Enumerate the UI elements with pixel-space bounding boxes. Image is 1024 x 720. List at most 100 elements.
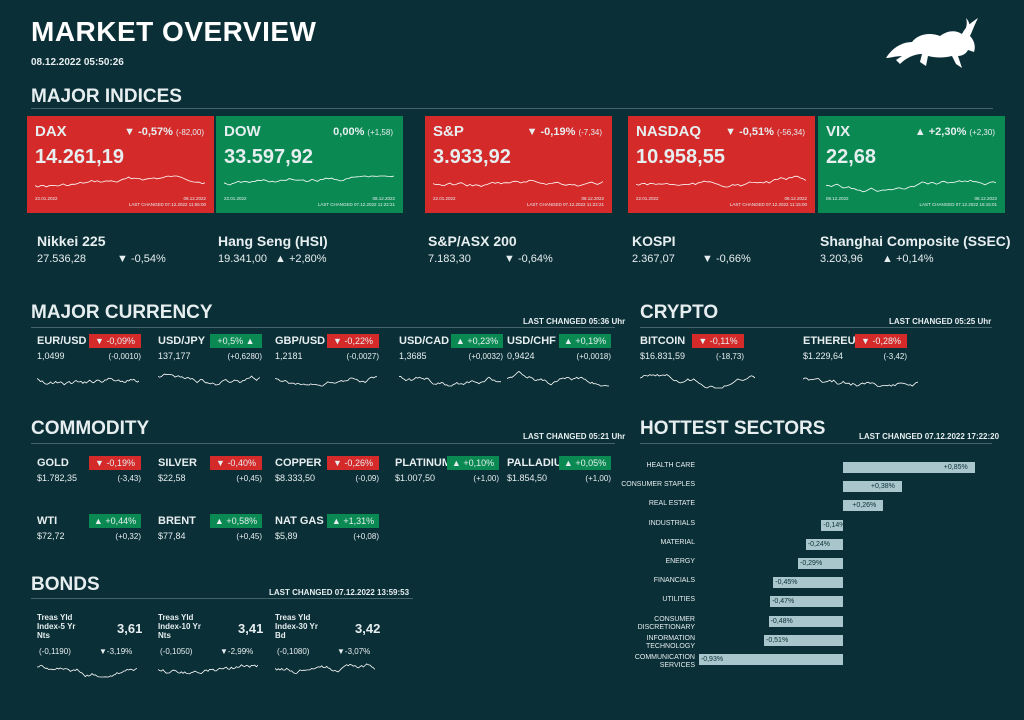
sparkline [275, 376, 377, 387]
bonds-last-changed: LAST CHANGED 07.12.2022 13:59:53 [269, 588, 410, 597]
sector-label: COMMUNICATION SERVICES [634, 654, 695, 669]
index-card-vix[interactable]: VIX ▲ +2,30% (+2,30) 22,68 08.12.2022 08.12.… [818, 116, 1005, 213]
index-change-pct: -0,57% [138, 126, 173, 138]
index-change-abs: (-7,34) [578, 128, 602, 137]
crypto-tile-bitcoin[interactable]: BITCOIN ▼ -0,11% $16.831,59 (-18,73) [640, 334, 755, 395]
bond-pct: ▼-3,19% [99, 647, 133, 656]
commodity-change-badge: ▼ -0,19% [89, 456, 141, 470]
crypto-sparkline [640, 374, 755, 389]
sector-value: -0,51% [766, 636, 789, 644]
sector-bar [768, 615, 843, 627]
currency-tile-usd-cad[interactable]: USD/CAD ▲ +0,23% 1,3685 (+0,0032) [399, 334, 514, 395]
index-last-changed: LAST CHANGED 07.12.2022 15:15:01 [919, 202, 997, 207]
world-index-change: ▲ +0,14% [882, 253, 934, 265]
index-card-dow[interactable]: DOW 0,00% (+1,58) 33.597,92 22.01.2022 08.1… [216, 116, 403, 213]
currency-diff: (-0,0027) [346, 352, 379, 361]
currency-tile-gbp-usd[interactable]: GBP/USD ▼ -0,22% 1,2181 (-0,0027) [275, 334, 390, 395]
index-name: VIX [826, 123, 851, 140]
sparkline [803, 377, 918, 388]
divider [31, 598, 413, 599]
divider [31, 327, 615, 328]
index-end-date: 08.12.2022 [183, 196, 206, 201]
commodity-tile-wti[interactable]: WTI ▲ +0,44% $72,72 (+0,32) [37, 514, 152, 575]
world-index-change: ▼ -0,54% [117, 253, 166, 265]
index-start-date: 22.01.2022 [224, 196, 247, 201]
sparkline [399, 375, 501, 387]
crypto-heading: CRYPTO [640, 302, 719, 323]
sparkline [37, 377, 139, 386]
index-card-nasdaq[interactable]: NASDAQ ▼ -0,51% (-56,34) 10.958,55 22.01.20… [628, 116, 815, 213]
currency-change-badge: ▲ +0,23% [451, 334, 503, 348]
crypto-value: $16.831,59 [640, 351, 686, 361]
bond-pct: ▼-2,99% [220, 647, 254, 656]
currency-sparkline [507, 370, 609, 387]
major-currency-heading: MAJOR CURRENCY [31, 302, 213, 323]
commodity-tile-silver[interactable]: SILVER ▼ -0,40% $22,58 (+0,45) [158, 456, 273, 517]
currency-last-changed: LAST CHANGED 05:36 Uhr [523, 317, 626, 326]
commodity-name: NAT GAS [275, 515, 324, 527]
major-indices-heading: MAJOR INDICES [31, 86, 182, 107]
crypto-change-badge: ▼ -0,28% [855, 334, 907, 348]
world-index-value: 7.183,30 [428, 253, 471, 265]
index-change: ▼ -0,51% (-56,34) [725, 126, 805, 138]
index-sparkline [35, 175, 205, 188]
currency-sparkline [275, 376, 377, 387]
divider [31, 443, 615, 444]
commodity-tile-palladium[interactable]: PALLADIUM ▲ +0,05% $1.854,50 (+1,00) [507, 456, 622, 517]
commodity-diff: (+0,32) [115, 532, 141, 541]
index-name: NASDAQ [636, 123, 702, 140]
commodity-name: BRENT [158, 515, 196, 527]
currency-value: 1,0499 [37, 351, 65, 361]
currency-tile-eur-usd[interactable]: EUR/USD ▼ -0,09% 1,0499 (-0,0010) [37, 334, 152, 395]
index-start-date: 22.01.2022 [636, 196, 659, 201]
bond-value: 3,42 [355, 621, 381, 636]
sector-label: CONSUMER STAPLES [621, 481, 695, 489]
bond-pct: ▼-3,07% [337, 647, 371, 656]
currency-tile-usd-chf[interactable]: USD/CHF ▲ +0,19% 0,9424 (+0,0018) [507, 334, 622, 395]
crypto-name: BITCOIN [640, 335, 686, 347]
index-card-sp[interactable]: S&P ▼ -0,19% (-7,34) 3.933,92 22.01.2022 08.… [425, 116, 612, 213]
commodity-tile-brent[interactable]: BRENT ▲ +0,58% $77,84 (+0,45) [158, 514, 273, 575]
commodity-change-badge: ▲ +0,58% [210, 514, 262, 528]
index-change-pct: +2,30% [928, 126, 967, 138]
index-change-arrow: ▼ [124, 126, 135, 138]
commodity-tile-nat-gas[interactable]: NAT GAS ▲ +1,31% $5,89 (+0,08) [275, 514, 390, 575]
commodity-diff: (+0,45) [236, 532, 262, 541]
crypto-tile-ethereum[interactable]: ETHEREUM ▼ -0,28% $1.229,64 (-3,42) [803, 334, 918, 395]
currency-diff: (+0,0018) [576, 352, 611, 361]
index-sparkline [433, 179, 603, 187]
sparkline [158, 373, 260, 386]
currency-tile-usd-jpy[interactable]: USD/JPY +0,5% ▲ 137,177 (+0,6280) [158, 334, 273, 395]
index-card-dax[interactable]: DAX ▼ -0,57% (-82,00) 14.261,19 22.01.2022 0… [27, 116, 214, 213]
index-sparkline [826, 179, 996, 193]
sector-label: CONSUMER DISCRETIONARY [637, 615, 695, 631]
sector-value: +0,38% [870, 483, 895, 491]
world-index-name: Hang Seng (HSI) [218, 233, 328, 249]
commodity-name: PALLADIUM [507, 457, 571, 469]
sector-value: +0,26% [852, 502, 877, 510]
commodity-change-badge: ▲ +0,05% [559, 456, 611, 470]
crypto-diff: (-18,73) [715, 352, 744, 361]
index-sparkline [636, 175, 806, 188]
commodity-diff: (+0,45) [236, 474, 262, 483]
currency-change-badge: ▼ -0,09% [89, 334, 141, 348]
index-change-arrow: ▼ [526, 126, 538, 138]
sector-label: ENERGY [665, 558, 695, 565]
sector-bar [798, 558, 843, 569]
currency-value: 0,9424 [507, 351, 535, 361]
commodity-name: COPPER [275, 457, 322, 469]
commodity-name: PLATINUM [395, 457, 452, 469]
commodity-tile-copper[interactable]: COPPER ▼ -0,26% $8.333,50 (-0,09) [275, 456, 390, 517]
commodity-name: WTI [37, 515, 58, 527]
sector-label: UTILITIES [662, 596, 695, 604]
index-last-changed: LAST CHANGED 07.12.2022 11:22:21 [317, 202, 395, 207]
commodity-tile-gold[interactable]: GOLD ▼ -0,19% $1.782,35 (-3,43) [37, 456, 152, 517]
bond-sparkline [158, 664, 258, 675]
index-change-pct: -0,51% [739, 126, 774, 138]
crypto-change-badge: ▼ -0,11% [692, 334, 744, 348]
commodity-value: $77,84 [158, 531, 186, 541]
commodity-tile-platinum[interactable]: PLATINUM ▲ +0,10% $1.007,50 (+1,00) [395, 456, 510, 517]
commodity-value: $22,58 [158, 473, 186, 483]
world-index-change: ▼ -0,64% [504, 253, 553, 265]
crypto-name: ETHEREUM [803, 335, 865, 347]
